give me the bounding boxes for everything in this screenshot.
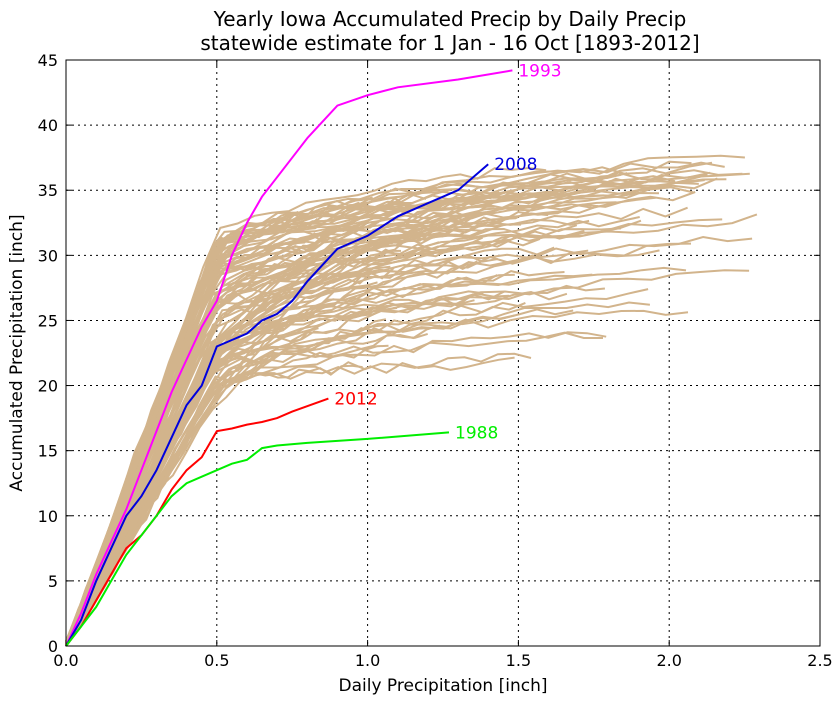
x-axis-label: Daily Precipitation [inch] (339, 676, 548, 696)
background-year-line (65, 269, 750, 647)
background-year-line (65, 308, 574, 647)
plot-frame (65, 59, 821, 647)
y-tick-label: 30 (38, 246, 58, 265)
y-tick-label: 10 (38, 507, 58, 526)
x-tick-label: 2.5 (807, 651, 832, 670)
background-year-line (65, 201, 617, 646)
y-tick-label: 45 (38, 51, 58, 70)
background-year-line (65, 235, 435, 647)
background-year-line (65, 166, 547, 645)
y-tick-label: 40 (38, 116, 58, 135)
background-year-line (65, 288, 649, 647)
x-tick-label: 0.0 (53, 651, 78, 670)
y-tick-label: 5 (48, 572, 58, 591)
series-line-2008 (65, 163, 489, 647)
background-year-line (65, 179, 705, 645)
series-label-2012: 2012 (334, 390, 377, 410)
background-year-line (65, 332, 428, 646)
series-line-2012 (65, 397, 329, 647)
background-year-line (65, 301, 526, 642)
background-year-line (65, 223, 522, 647)
background-year-line (65, 242, 692, 647)
x-tick-label: 1.0 (355, 651, 380, 670)
background-year-line (65, 161, 725, 647)
y-axis-ticks: 0 5 10 15 20 25 30 35 40 45 (38, 51, 820, 656)
series-lines: 1993 2008 2012 1988 (65, 61, 562, 647)
series-label-1988: 1988 (455, 423, 498, 443)
background-year-line (65, 265, 391, 645)
x-tick-label: 2.0 (656, 651, 681, 670)
background-year-line (65, 161, 713, 644)
x-tick-label: 1.5 (506, 651, 531, 670)
x-axis-ticks: 0.0 0.5 1.0 1.5 2.0 2.5 (53, 60, 833, 670)
y-tick-label: 25 (38, 311, 58, 330)
y-axis-label: Accumulated Precipitation [inch] (7, 214, 27, 491)
y-tick-label: 20 (38, 377, 58, 396)
chart-subtitle: statewide estimate for 1 Jan - 16 Oct [1… (200, 31, 699, 55)
series-line-1993 (65, 69, 513, 647)
chart-title: Yearly Iowa Accumulated Precip by Daily … (213, 7, 687, 31)
y-tick-label: 15 (38, 442, 58, 461)
y-tick-label: 0 (48, 637, 58, 656)
y-tick-label: 35 (38, 181, 58, 200)
x-tick-label: 0.5 (204, 651, 229, 670)
background-year-line (65, 176, 606, 643)
series-label-1993: 1993 (518, 61, 561, 81)
background-lines (65, 154, 758, 647)
series-line-1988 (65, 431, 450, 647)
background-year-line (65, 207, 371, 643)
background-year-line (65, 195, 492, 643)
background-year-line (65, 270, 565, 647)
background-year-line (65, 272, 372, 647)
background-year-line (65, 212, 549, 647)
series-label-2008: 2008 (494, 155, 537, 175)
background-year-line (65, 254, 499, 644)
background-year-line (65, 235, 753, 647)
